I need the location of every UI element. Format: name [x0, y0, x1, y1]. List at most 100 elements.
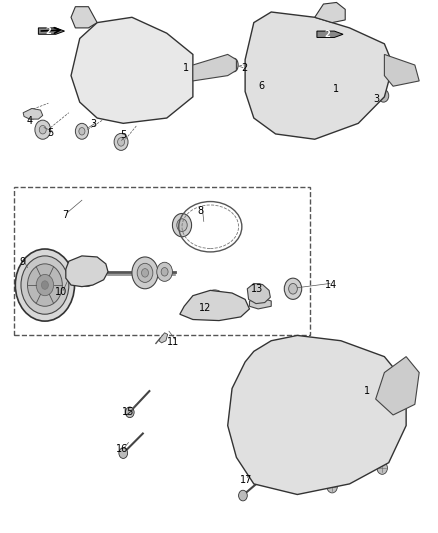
Circle shape — [297, 393, 333, 437]
Polygon shape — [228, 335, 406, 495]
Circle shape — [125, 407, 134, 418]
Text: 2: 2 — [241, 63, 247, 72]
Circle shape — [116, 50, 121, 56]
Circle shape — [39, 125, 46, 134]
Circle shape — [161, 268, 168, 276]
Circle shape — [239, 490, 247, 501]
Circle shape — [284, 33, 345, 108]
Circle shape — [75, 123, 88, 139]
Circle shape — [81, 265, 92, 278]
Circle shape — [260, 425, 304, 479]
Circle shape — [35, 120, 50, 139]
Circle shape — [278, 370, 352, 460]
Circle shape — [42, 281, 48, 289]
Circle shape — [286, 100, 308, 126]
Circle shape — [242, 419, 253, 432]
Text: 8: 8 — [198, 206, 204, 216]
Circle shape — [202, 290, 227, 319]
Circle shape — [143, 50, 148, 56]
Ellipse shape — [232, 62, 236, 68]
Circle shape — [276, 444, 289, 460]
Text: 11: 11 — [167, 337, 180, 347]
Circle shape — [149, 67, 154, 74]
Circle shape — [378, 90, 389, 102]
Circle shape — [129, 43, 134, 50]
Ellipse shape — [230, 59, 238, 71]
Polygon shape — [71, 7, 97, 28]
Text: 13: 13 — [251, 284, 263, 294]
Circle shape — [125, 62, 138, 78]
Circle shape — [208, 297, 221, 313]
Circle shape — [116, 84, 121, 91]
Circle shape — [114, 133, 128, 150]
Circle shape — [311, 410, 319, 420]
Text: 9: 9 — [19, 257, 25, 267]
Polygon shape — [315, 3, 345, 22]
Circle shape — [377, 462, 388, 474]
Polygon shape — [23, 109, 43, 119]
Circle shape — [289, 284, 297, 294]
Polygon shape — [317, 31, 343, 37]
Circle shape — [78, 13, 85, 21]
Circle shape — [311, 65, 319, 76]
Circle shape — [137, 263, 153, 282]
Circle shape — [266, 472, 276, 485]
Circle shape — [110, 67, 115, 74]
Polygon shape — [385, 54, 419, 86]
Circle shape — [36, 274, 53, 296]
Polygon shape — [39, 28, 64, 34]
Polygon shape — [250, 298, 271, 309]
Circle shape — [21, 256, 69, 314]
Circle shape — [74, 257, 99, 287]
Circle shape — [132, 257, 158, 289]
Text: 16: 16 — [116, 445, 128, 455]
Circle shape — [251, 284, 266, 303]
Polygon shape — [159, 333, 168, 343]
Circle shape — [129, 91, 134, 98]
Circle shape — [336, 350, 346, 363]
Text: 15: 15 — [122, 407, 134, 417]
Text: 3: 3 — [374, 94, 380, 104]
Circle shape — [157, 262, 173, 281]
Text: 2: 2 — [324, 30, 330, 39]
Circle shape — [293, 44, 336, 97]
Text: 17: 17 — [240, 475, 252, 484]
Circle shape — [249, 366, 259, 379]
Text: 14: 14 — [325, 280, 337, 290]
Circle shape — [117, 138, 124, 146]
Polygon shape — [247, 284, 270, 304]
Text: 7: 7 — [63, 209, 69, 220]
Text: 1: 1 — [364, 386, 370, 396]
Text: 5: 5 — [47, 128, 53, 138]
Circle shape — [327, 480, 337, 493]
Circle shape — [386, 409, 396, 421]
Circle shape — [79, 127, 85, 135]
Text: 1: 1 — [183, 63, 189, 72]
Circle shape — [284, 278, 302, 300]
Circle shape — [173, 214, 191, 237]
Polygon shape — [245, 12, 393, 139]
Text: 1: 1 — [333, 84, 339, 94]
Circle shape — [278, 89, 317, 136]
Polygon shape — [180, 290, 250, 320]
Circle shape — [286, 381, 343, 449]
Polygon shape — [71, 17, 193, 123]
Circle shape — [269, 436, 295, 468]
Polygon shape — [66, 256, 108, 287]
Circle shape — [177, 219, 187, 231]
Circle shape — [117, 52, 147, 89]
Circle shape — [28, 264, 62, 306]
Circle shape — [305, 403, 324, 426]
Text: 12: 12 — [199, 303, 211, 313]
Circle shape — [141, 269, 148, 277]
Polygon shape — [193, 54, 237, 81]
Text: 10: 10 — [55, 287, 67, 297]
Circle shape — [108, 41, 156, 100]
Text: 5: 5 — [120, 130, 127, 140]
Text: 4: 4 — [27, 116, 33, 126]
Circle shape — [266, 356, 276, 368]
Circle shape — [143, 84, 148, 91]
Text: 2: 2 — [46, 27, 51, 36]
Text: 3: 3 — [91, 119, 97, 130]
Circle shape — [119, 448, 127, 458]
